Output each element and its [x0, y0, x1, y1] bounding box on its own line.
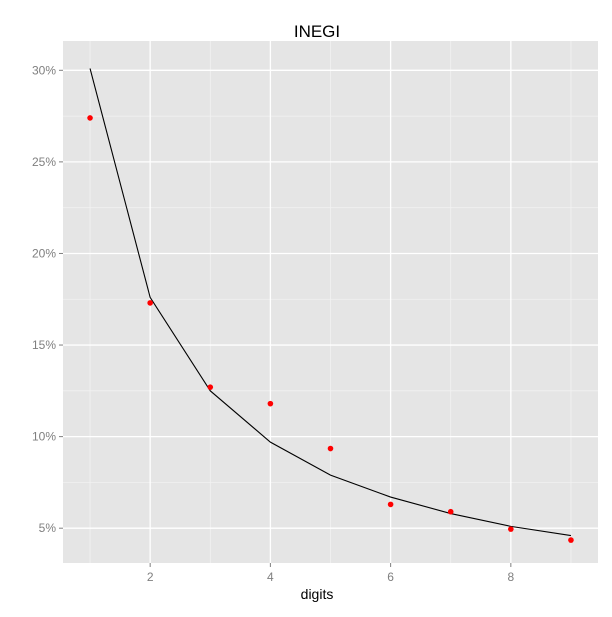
y-tick-label: 20% [32, 246, 56, 260]
x-tick-label: 2 [147, 570, 154, 584]
y-tick-label: 15% [32, 338, 56, 352]
data-point [568, 537, 574, 543]
y-tick-label: 10% [32, 430, 56, 444]
data-point [207, 384, 214, 390]
x-tick-label: 8 [507, 570, 514, 584]
data-point [447, 508, 454, 515]
y-tick-label: 30% [32, 63, 56, 77]
data-point [508, 526, 514, 532]
x-axis-label: digits [301, 586, 334, 602]
y-tick-label: 5% [39, 521, 57, 535]
data-point [387, 501, 394, 508]
data-point [87, 115, 93, 121]
chart-title: INEGI [294, 22, 340, 41]
data-point [267, 400, 274, 407]
x-tick-label: 4 [267, 570, 274, 584]
x-tick-label: 6 [387, 570, 394, 584]
expected-line [89, 68, 572, 537]
y-tick-label: 25% [32, 155, 56, 169]
data-point [327, 445, 334, 452]
data-point [147, 300, 153, 306]
